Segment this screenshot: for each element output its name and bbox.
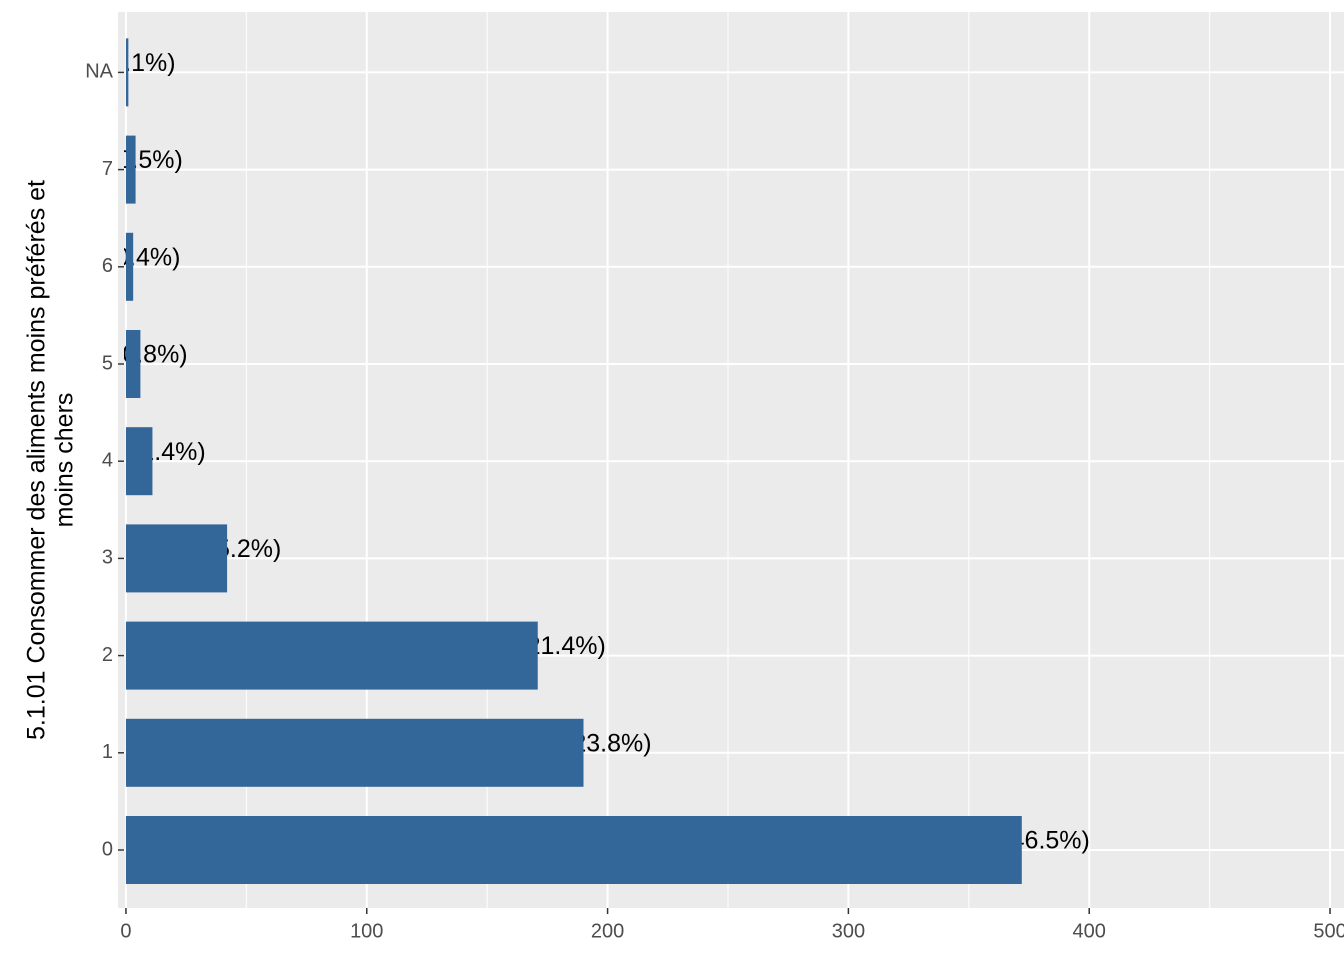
bar (125, 135, 136, 204)
y-tick-label: 2 (102, 644, 113, 666)
x-tick-label: 0 (120, 920, 131, 942)
x-tick-label: 100 (350, 920, 383, 942)
y-tick-label: 0 (102, 838, 113, 860)
y-axis-title: 5.1.01 Consommer des aliments moins préf… (23, 180, 51, 740)
bar (125, 38, 129, 107)
x-tick-label: 500 (1313, 920, 1344, 942)
bar (125, 718, 584, 787)
y-tick-label: 4 (102, 449, 113, 471)
y-tick-label: 3 (102, 547, 113, 569)
y-tick-label: 7 (102, 158, 113, 180)
y-tick-label: 5 (102, 352, 113, 374)
bar (125, 524, 228, 593)
y-axis-title: moins chers (51, 393, 79, 528)
x-tick-label: 400 (1073, 920, 1106, 942)
y-tick-label: NA (85, 61, 113, 83)
bar (125, 330, 141, 398)
bar (125, 427, 153, 496)
x-tick-label: 300 (832, 920, 865, 942)
bar (125, 621, 538, 690)
bar (125, 816, 1022, 884)
y-tick-label: 6 (102, 255, 113, 277)
bar (125, 232, 134, 301)
y-tick-label: 1 (102, 741, 113, 763)
value-label: 3 (0.4%) (86, 243, 180, 271)
value-label: 1 (0.1%) (81, 49, 175, 77)
x-tick-label: 200 (591, 920, 624, 942)
